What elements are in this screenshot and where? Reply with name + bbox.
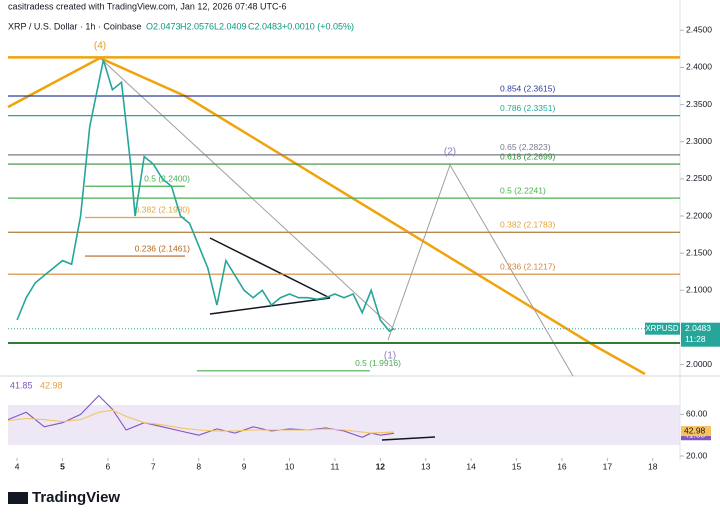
rsi-tick-label: 20.00 bbox=[686, 450, 708, 460]
fib-label: 0.618 (2.2699) bbox=[500, 151, 555, 161]
price-tag-symbol: XRPUSD bbox=[645, 324, 679, 333]
fib-label: 0.5 (1.9916) bbox=[355, 358, 401, 368]
fib-label: 0.786 (2.3351) bbox=[500, 103, 555, 113]
price-tag-box bbox=[645, 322, 680, 335]
ohlc-high: H2.0576 bbox=[180, 21, 214, 31]
triangle-lower bbox=[209, 297, 331, 315]
x-tick-label: 11 bbox=[331, 461, 340, 471]
y-tick-label: 2.3500 bbox=[686, 99, 712, 109]
wave-label: (2) bbox=[444, 147, 456, 158]
rsi-value-label: 42.98 bbox=[684, 425, 706, 435]
y-tick-label: 2.2500 bbox=[686, 173, 712, 183]
fib-label: 0.854 (2.3615) bbox=[500, 83, 555, 93]
rsi-legend: 41.85 bbox=[10, 380, 33, 390]
y-tick-label: 2.4000 bbox=[686, 62, 712, 72]
y-tick-label: 2.4500 bbox=[686, 25, 712, 35]
rsi-ma-legend: 42.98 bbox=[40, 380, 63, 390]
symbol: XRP / U.S. Dollar · 1h · Coinbase bbox=[8, 21, 141, 31]
rsi-tick-label: 60.00 bbox=[686, 409, 708, 419]
credit: casitradess created with TradingView.com… bbox=[8, 1, 286, 11]
y-tick-label: 2.1500 bbox=[686, 247, 712, 257]
rsi-band bbox=[8, 405, 680, 445]
price-tag-countdown: 11:28 bbox=[685, 334, 706, 344]
x-tick-label: 10 bbox=[285, 461, 295, 471]
x-tick-label: 16 bbox=[557, 461, 567, 471]
x-tick-label: 12 bbox=[376, 461, 386, 471]
fib-label: 0.236 (2.1217) bbox=[500, 261, 555, 271]
rsi-value-box bbox=[681, 426, 711, 437]
y-tick-label: 2.2000 bbox=[686, 210, 712, 220]
x-tick-label: 6 bbox=[106, 461, 111, 471]
rsi-divergence bbox=[381, 436, 436, 441]
logo-mark bbox=[8, 492, 28, 504]
y-tick-label: 2.1000 bbox=[686, 285, 712, 295]
fib-label: 0.5 (2.2400) bbox=[144, 174, 190, 184]
x-tick-label: 17 bbox=[603, 461, 613, 471]
y-tick-label: 2.3000 bbox=[686, 136, 712, 146]
series-line bbox=[16, 59, 395, 333]
change: +0.0010 (+0.05%) bbox=[282, 21, 354, 31]
price-tag-price: 2.0483 bbox=[685, 323, 711, 333]
series-line bbox=[7, 394, 394, 438]
projection bbox=[387, 163, 574, 377]
fib-label: 0.382 (2.1980) bbox=[135, 205, 190, 215]
fib-label: 0.382 (2.1783) bbox=[500, 219, 555, 229]
x-tick-label: 13 bbox=[421, 461, 431, 471]
x-tick-label: 15 bbox=[512, 461, 522, 471]
fib-label: 0.65 (2.2823) bbox=[500, 142, 551, 152]
fib-label: 0.5 (2.2241) bbox=[500, 185, 546, 195]
trendline bbox=[99, 57, 396, 331]
series-line bbox=[7, 409, 394, 434]
ohlc-low: L2.0409 bbox=[214, 21, 247, 31]
x-tick-label: 8 bbox=[196, 461, 201, 471]
ohlc-open: O2.0473 bbox=[146, 21, 181, 31]
x-tick-label: 7 bbox=[151, 461, 156, 471]
y-tick-label: 2.0000 bbox=[686, 359, 712, 369]
triangle-upper bbox=[209, 237, 331, 299]
x-tick-label: 5 bbox=[60, 461, 65, 471]
ohlc-close: C2.0483 bbox=[248, 21, 282, 31]
brand: TradingView bbox=[32, 489, 120, 506]
x-tick-label: 9 bbox=[242, 461, 247, 471]
x-tick-label: 14 bbox=[466, 461, 476, 471]
price-tag bbox=[681, 322, 720, 347]
fib-label: 0.236 (2.1461) bbox=[135, 243, 190, 253]
x-tick-label: 4 bbox=[15, 461, 20, 471]
wave-label: (1) bbox=[384, 351, 396, 362]
wave-label: (4) bbox=[94, 41, 106, 52]
x-tick-label: 18 bbox=[648, 461, 658, 471]
